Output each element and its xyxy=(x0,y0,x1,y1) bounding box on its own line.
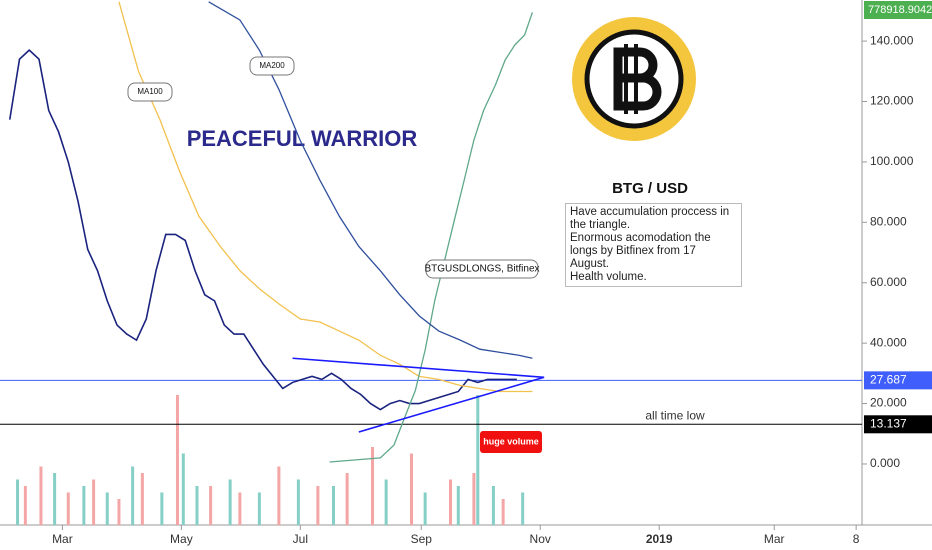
volume-bar xyxy=(181,453,185,525)
volume-bar xyxy=(238,492,242,525)
volume-bar xyxy=(23,486,27,525)
volume-bar xyxy=(370,447,374,525)
volume-bar xyxy=(491,486,495,525)
volume-bar xyxy=(16,479,20,525)
x-tick-label: Nov xyxy=(530,532,551,546)
volume-bar xyxy=(476,395,480,525)
volume-bar xyxy=(82,486,86,525)
volume-bar xyxy=(331,486,335,525)
x-tick-label: May xyxy=(170,532,193,546)
volume-bar xyxy=(257,492,261,525)
series-tag xyxy=(425,259,539,279)
note-box: Have accumulation proccess in the triang… xyxy=(565,203,742,287)
volume-bar xyxy=(456,486,460,525)
volume-bar xyxy=(53,473,57,525)
volume-bar xyxy=(140,473,144,525)
volume-bar xyxy=(117,499,121,525)
volume-bar xyxy=(423,492,427,525)
note-line: Have accumulation proccess in the triang… xyxy=(570,206,730,231)
y-tick-label: 140.000 xyxy=(870,33,914,47)
series-tag-label: MA100 xyxy=(137,87,163,96)
x-tick-label: Mar xyxy=(764,532,785,546)
volume-bar xyxy=(160,492,164,525)
trendline xyxy=(292,357,545,379)
y-tick-label: 0.000 xyxy=(870,456,900,470)
volume-bar xyxy=(209,486,213,525)
y-tick-label: 40.000 xyxy=(870,335,907,349)
volume-bar xyxy=(521,492,525,525)
series-line xyxy=(208,1,533,359)
series-value-box xyxy=(864,1,932,19)
volume-bar xyxy=(277,466,281,525)
series-line xyxy=(8,49,517,411)
series-tag xyxy=(249,56,295,76)
volume-bar xyxy=(175,395,179,525)
volume-bar xyxy=(472,473,476,525)
volume-bar xyxy=(92,479,96,525)
price-label-box xyxy=(864,371,932,390)
price-label: 27.687 xyxy=(870,373,907,387)
low-label: all time low xyxy=(645,408,705,422)
series-line xyxy=(118,1,533,393)
x-tick-label: Jul xyxy=(293,532,308,546)
y-tick-label: 60.000 xyxy=(870,275,907,289)
note-line: Enormous acomodation the longs by Bitfin… xyxy=(570,232,711,270)
y-tick-label: 120.000 xyxy=(870,94,914,108)
volume-bar xyxy=(501,499,505,525)
chart-title: BTG / USD xyxy=(612,180,688,197)
trendline xyxy=(358,376,545,433)
series-tag-label: BTGUSDLONGS, Bitfinex xyxy=(424,264,539,275)
volume-bar xyxy=(228,479,232,525)
volume-bar xyxy=(449,479,453,525)
y-tick-label: 100.000 xyxy=(870,154,914,168)
volume-bar xyxy=(131,466,135,525)
bitcoin-logo xyxy=(572,17,696,141)
price-label: 13.137 xyxy=(870,416,907,430)
x-tick-label: 2019 xyxy=(646,532,673,546)
volume-bar xyxy=(345,473,349,525)
volume-bar xyxy=(384,479,388,525)
x-tick-label: Sep xyxy=(411,532,433,546)
x-tick-label: Mar xyxy=(52,532,73,546)
series-tag-label: MA200 xyxy=(259,61,285,70)
x-tick-label: 8 xyxy=(853,532,860,546)
volume-bar xyxy=(296,479,300,525)
note-line: Health volume. xyxy=(570,271,647,283)
series-tag xyxy=(127,82,173,102)
headline: PEACEFUL WARRIOR xyxy=(187,126,418,151)
volume-bar xyxy=(39,466,43,525)
series-value-label: 778918.9042 xyxy=(868,4,932,16)
volume-bar xyxy=(195,486,199,525)
price-label-box xyxy=(864,415,932,434)
callout-box xyxy=(480,431,542,453)
callout-label: huge volume xyxy=(483,436,539,446)
y-tick-label: 20.000 xyxy=(870,396,907,410)
volume-bar xyxy=(316,486,320,525)
volume-bar xyxy=(105,492,109,525)
y-tick-label: 80.000 xyxy=(870,214,907,228)
volume-bar xyxy=(66,492,70,525)
volume-bar xyxy=(409,453,413,525)
series-line xyxy=(329,12,534,463)
